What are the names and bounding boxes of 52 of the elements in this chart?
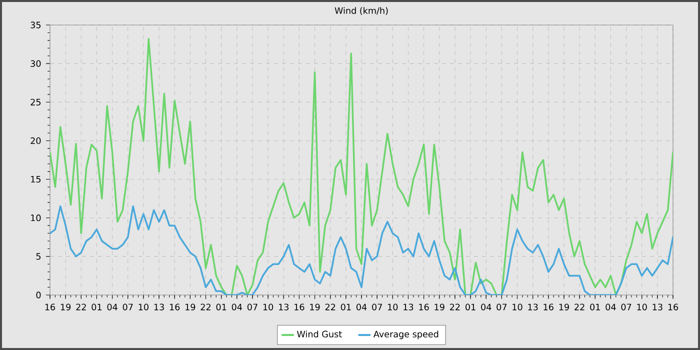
- legend-label: Wind Gust: [297, 330, 342, 338]
- x-tick-label: 10: [512, 304, 522, 310]
- x-tick-label: 19: [60, 304, 71, 310]
- x-tick-label: 01: [92, 304, 102, 310]
- x-tick-label: 19: [434, 304, 444, 310]
- x-tick-label: 16: [45, 304, 56, 310]
- y-tick-label: 10: [31, 214, 41, 222]
- x-tick-label: 16: [294, 304, 304, 310]
- x-tick-label: 01: [340, 304, 351, 310]
- x-tick-label: 07: [122, 304, 133, 310]
- legend-label: Average speed: [373, 330, 438, 340]
- x-tick-label: 04: [356, 304, 367, 310]
- x-tick-label: 04: [107, 304, 118, 310]
- x-tick-label: 19: [186, 304, 196, 310]
- y-tick-label: 0: [36, 292, 41, 298]
- x-tick-label: 19: [559, 304, 569, 310]
- x-tick-label: 16: [544, 304, 554, 310]
- x-tick-label: 13: [404, 304, 414, 310]
- x-tick-label: 01: [216, 304, 226, 310]
- x-tick-label: 04: [232, 304, 242, 310]
- y-tick-label: 30: [30, 60, 41, 67]
- x-tick-label: 13: [528, 304, 538, 310]
- x-tick-label: 13: [652, 304, 662, 310]
- x-tick-label: 10: [388, 304, 398, 310]
- x-tick-label: 19: [310, 304, 320, 310]
- x-tick-label: 10: [138, 304, 148, 310]
- x-tick-label: 04: [481, 304, 492, 310]
- x-tick-label: 10: [637, 304, 647, 310]
- x-tick-label: 22: [200, 304, 210, 310]
- x-tick-label: 16: [170, 304, 180, 310]
- x-tick-label: 07: [621, 304, 632, 310]
- x-tick-label: 22: [450, 304, 460, 310]
- x-tick-label: 07: [372, 304, 382, 310]
- y-tick-label: 5: [36, 253, 41, 260]
- x-tick-label: 04: [606, 304, 616, 310]
- x-tick-label: 13: [154, 304, 164, 310]
- x-tick-label: 07: [496, 304, 507, 310]
- x-tick-label: 16: [668, 304, 678, 310]
- y-tick-label: 20: [30, 137, 41, 144]
- x-tick-label: 22: [325, 304, 336, 310]
- x-tick-label: 07: [247, 304, 258, 310]
- x-tick-label: 16: [419, 304, 429, 310]
- y-tick-label: 35: [30, 22, 41, 28]
- x-tick-label: 22: [574, 304, 584, 310]
- x-tick-label: 22: [76, 304, 86, 310]
- x-tick-label: 10: [263, 304, 274, 310]
- x-tick-label: 01: [466, 304, 476, 310]
- x-tick-label: 01: [590, 304, 600, 310]
- x-tick-label: 13: [278, 304, 289, 310]
- y-tick-label: 15: [31, 176, 41, 183]
- y-tick-label: 25: [30, 98, 41, 106]
- chart-title: Wind (km/h): [334, 7, 388, 15]
